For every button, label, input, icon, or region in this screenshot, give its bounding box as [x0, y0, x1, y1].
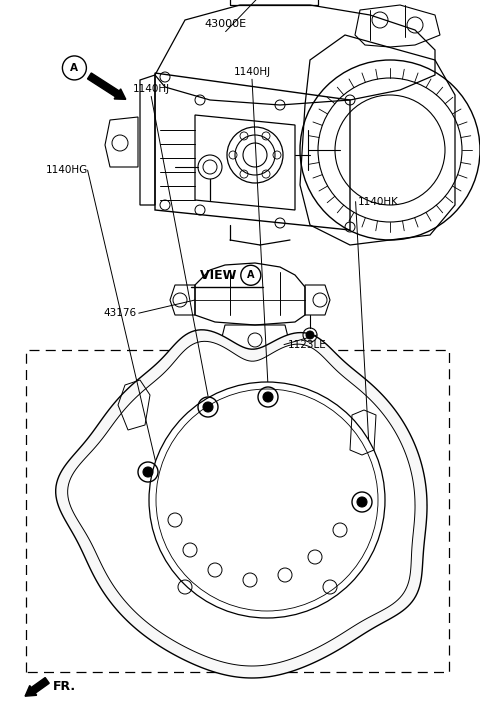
Text: 1140HG: 1140HG: [46, 165, 88, 175]
Polygon shape: [56, 330, 427, 678]
Polygon shape: [68, 341, 415, 666]
Text: 43000E: 43000E: [204, 19, 247, 29]
Text: A: A: [71, 63, 78, 73]
Circle shape: [149, 382, 385, 618]
Circle shape: [263, 392, 273, 402]
FancyArrow shape: [87, 73, 126, 99]
Text: A: A: [247, 270, 254, 280]
Text: 1140HJ: 1140HJ: [132, 84, 170, 94]
Circle shape: [203, 402, 213, 412]
Text: FR.: FR.: [53, 680, 76, 693]
Text: 43176: 43176: [104, 308, 137, 318]
Circle shape: [306, 331, 314, 339]
Text: 1140HK: 1140HK: [358, 197, 398, 207]
Text: VIEW: VIEW: [201, 269, 241, 282]
Text: 1123LE: 1123LE: [288, 340, 327, 350]
FancyArrow shape: [25, 678, 49, 696]
Text: 1140HJ: 1140HJ: [233, 67, 271, 77]
Circle shape: [143, 467, 153, 477]
Circle shape: [357, 497, 367, 507]
